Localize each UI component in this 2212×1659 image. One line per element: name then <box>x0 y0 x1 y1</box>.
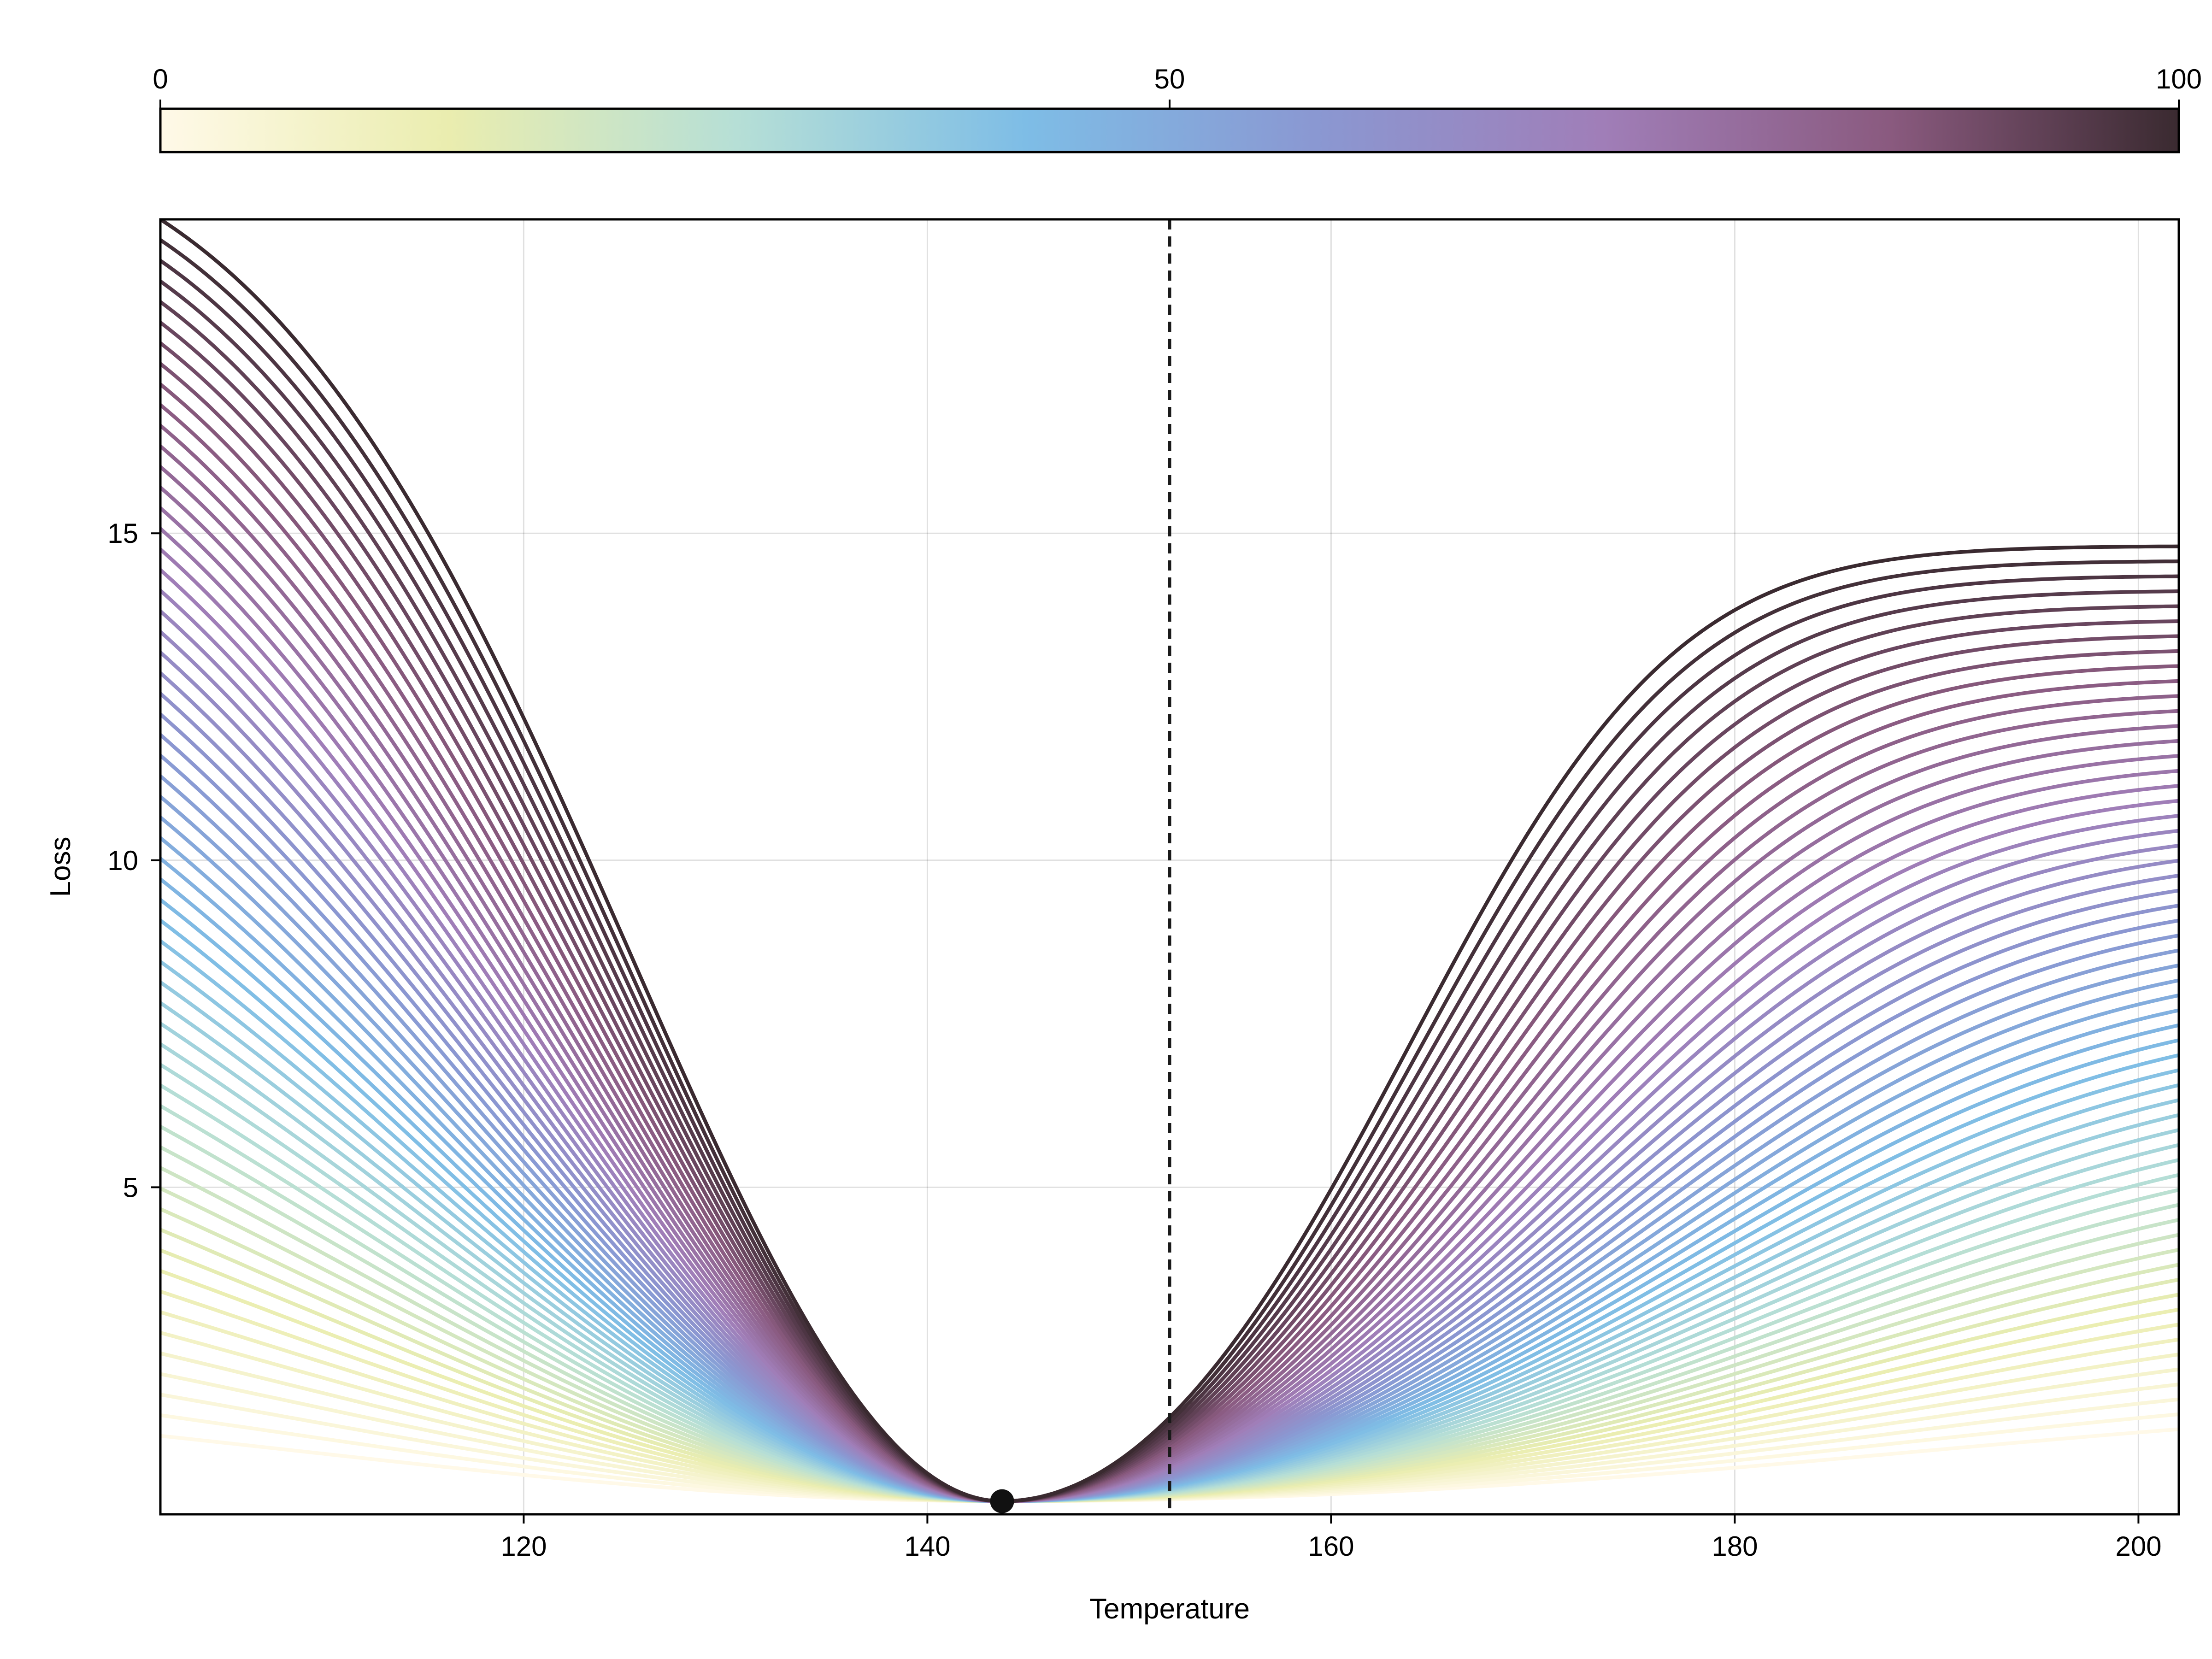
grid <box>160 219 2179 1514</box>
x-tick-label: 120 <box>500 1531 547 1562</box>
series-line <box>160 362 2179 1503</box>
colorbar: 0 50 100 <box>153 64 2202 153</box>
minimum-marker <box>990 1489 1014 1513</box>
x-tick-label: 200 <box>2115 1531 2161 1562</box>
plot-area: 120 140 160 180 200 5 10 15 <box>107 218 2180 1562</box>
x-axis: 120 140 160 180 200 <box>500 1514 2161 1562</box>
y-tick-label: 15 <box>107 518 138 549</box>
x-axis-label: Temperature <box>1089 1593 1250 1625</box>
series-line <box>160 486 2179 1503</box>
colorbar-tick-label: 100 <box>2156 64 2202 94</box>
colorbar-ticks: 0 50 100 <box>153 64 2202 109</box>
y-tick-label: 5 <box>123 1172 138 1203</box>
x-tick-label: 180 <box>1712 1531 1758 1562</box>
y-axis-label: Loss <box>45 837 76 897</box>
y-axis: 5 10 15 <box>107 518 160 1203</box>
colorbar-tick-label: 0 <box>153 64 168 94</box>
colorbar-tick-label: 50 <box>1154 64 1185 94</box>
plot-frame <box>159 218 2180 1516</box>
x-tick-label: 140 <box>904 1531 950 1562</box>
y-tick-label: 10 <box>107 845 138 876</box>
series-line <box>160 259 2179 1503</box>
series-line <box>160 341 2179 1503</box>
colorbar-gradient <box>159 107 2180 153</box>
x-tick-label: 160 <box>1308 1531 1354 1562</box>
